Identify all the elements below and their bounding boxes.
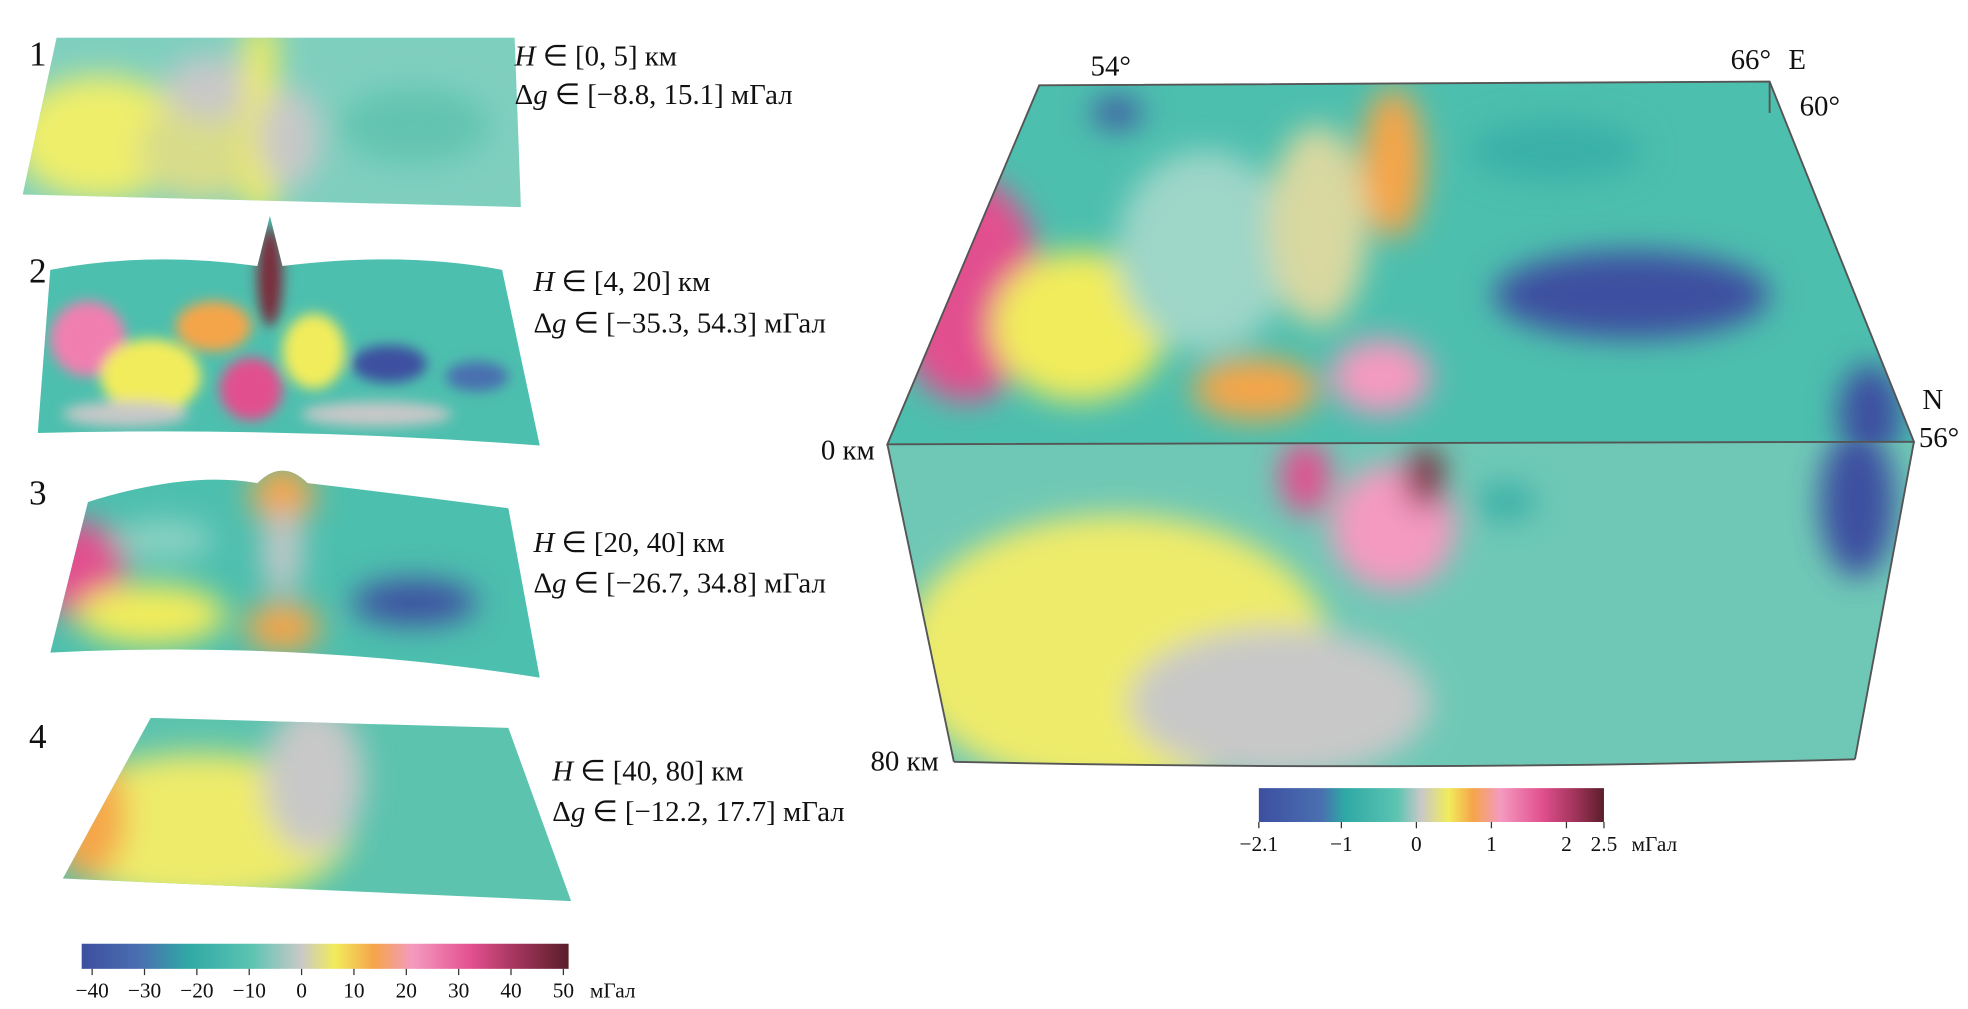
depth-caption: H ∈ [20, 40] км	[532, 527, 724, 559]
colorbar-tick-label: −40	[75, 979, 108, 1003]
block-label: 54°	[1091, 50, 1131, 82]
depth-range: ∈ [4, 20] км	[554, 266, 710, 298]
block-top	[887, 81, 1914, 445]
depth-range: ∈ [20, 40] км	[554, 527, 724, 559]
depth-caption: H ∈ [0, 5] км	[514, 40, 677, 72]
right-colorbar	[1258, 788, 1604, 823]
surface-4	[62, 717, 572, 902]
colorbar-tick-label: 40	[500, 979, 521, 1003]
depth-caption: H ∈ [4, 20] км	[532, 266, 710, 298]
panel-label: 1	[29, 34, 47, 73]
anomaly-var: g	[552, 567, 566, 599]
colorbar-tick-label: 2.5	[1591, 832, 1618, 856]
surface-2	[37, 215, 540, 446]
block-label: 60°	[1800, 90, 1840, 122]
depth-range: ∈ [40, 80] км	[573, 756, 743, 788]
surface-3	[50, 470, 540, 678]
colorbar-tick-label: −20	[180, 979, 213, 1003]
colorbar-tick-label: 10	[343, 979, 364, 1003]
depth-var: H	[532, 527, 556, 559]
colorbar-tick-label: −1	[1330, 832, 1353, 856]
block-label: 56°	[1919, 422, 1959, 454]
left-colorbar	[81, 943, 569, 969]
colorbar-tick-label: 30	[448, 979, 469, 1003]
anomaly-caption: Δg ∈ [−8.8, 15.1] мГал	[515, 79, 793, 111]
panel-label: 3	[29, 474, 47, 513]
anomaly-caption: Δg ∈ [−26.7, 34.8] мГал	[533, 567, 825, 599]
depth-caption: H ∈ [40, 80] км	[551, 756, 743, 788]
block-edges	[885, 80, 1916, 768]
colorbar-tick-label: −30	[128, 979, 161, 1003]
anomaly-prefix: Δ	[515, 79, 534, 111]
anomaly-var: g	[552, 308, 566, 340]
block-label: 0 км	[821, 434, 875, 466]
surface-1	[22, 37, 521, 208]
colorbar-unit: мГал	[590, 979, 636, 1003]
panel-label: 2	[29, 251, 47, 290]
panel-label: 4	[29, 717, 47, 756]
colorbar-tick-label: 50	[553, 979, 574, 1003]
depth-var: H	[514, 40, 538, 72]
block-label: N	[1922, 384, 1943, 416]
depth-range: ∈ [0, 5] км	[535, 40, 677, 72]
anomaly-prefix: Δ	[552, 796, 571, 828]
anomaly-range: ∈ [−8.8, 15.1] мГал	[548, 79, 793, 111]
anomaly-var: g	[571, 796, 585, 828]
block-label: 80 км	[870, 746, 938, 778]
colorbar-tick-label: 0	[296, 979, 307, 1003]
anomaly-var: g	[533, 79, 547, 111]
block-label: E	[1788, 44, 1806, 76]
colorbar-tick-label: 2	[1561, 832, 1572, 856]
anomaly-range: ∈ [−26.7, 34.8] мГал	[566, 567, 825, 599]
anomaly-caption: Δg ∈ [−35.3, 54.3] мГал	[533, 308, 825, 340]
block-label: 66°	[1731, 44, 1771, 76]
depth-var: H	[532, 266, 556, 298]
anomaly-prefix: Δ	[533, 567, 552, 599]
anomaly-caption: Δg ∈ [−12.2, 17.7] мГал	[552, 796, 844, 828]
depth-var: H	[551, 756, 575, 788]
colorbar-tick-label: 1	[1486, 832, 1497, 856]
colorbar-tick-label: −2.1	[1239, 832, 1278, 856]
block-front	[887, 441, 1914, 767]
colorbar-tick-label: 20	[396, 979, 417, 1003]
anomaly-prefix: Δ	[533, 308, 552, 340]
colorbar-unit: мГал	[1632, 832, 1678, 856]
colorbar-tick-label: 0	[1411, 832, 1422, 856]
anomaly-range: ∈ [−35.3, 54.3] мГал	[566, 308, 825, 340]
colorbar-tick-label: −10	[233, 979, 266, 1003]
anomaly-range: ∈ [−12.2, 17.7] мГал	[585, 796, 844, 828]
